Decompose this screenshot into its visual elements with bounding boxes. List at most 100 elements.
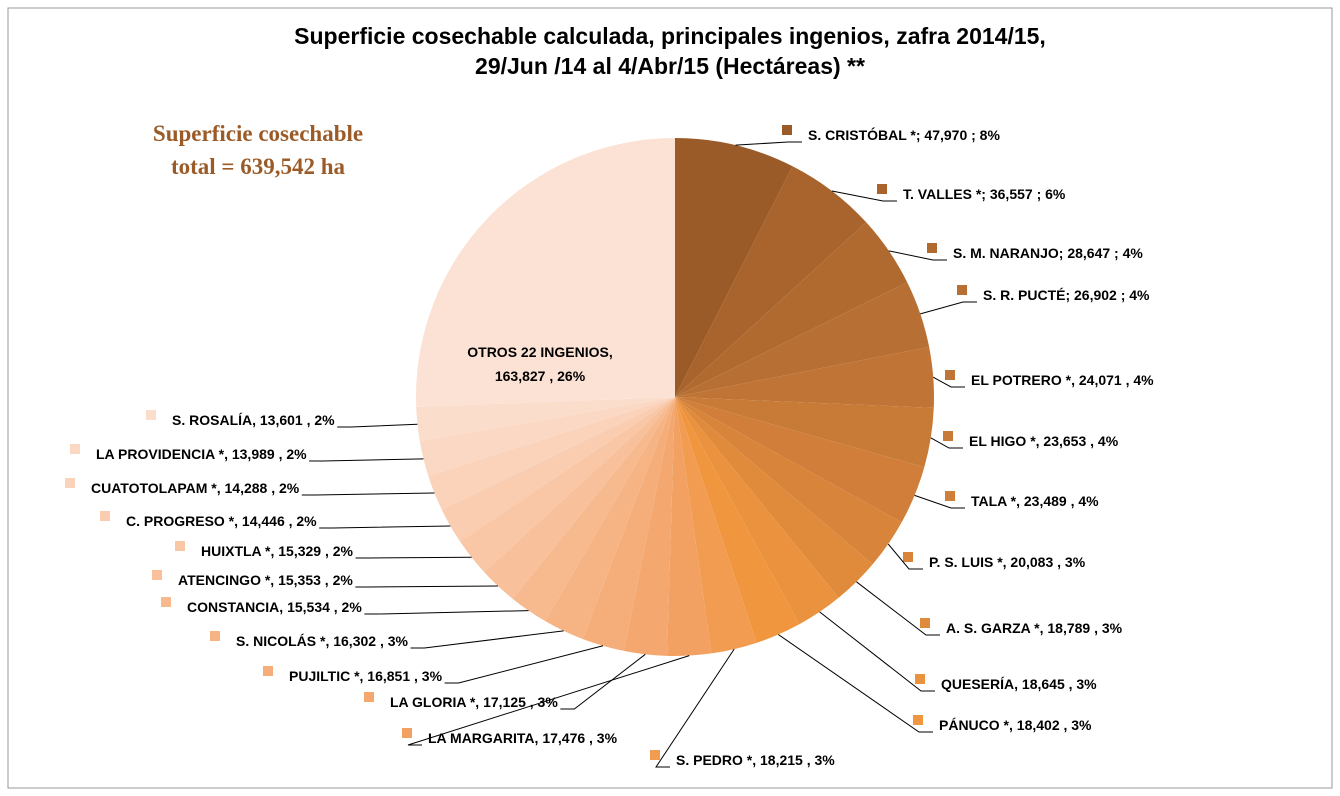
legend-swatch — [957, 285, 967, 295]
pie-slice — [545, 397, 675, 639]
slice-label: C. PROGRESO *, 14,446 , 2% — [126, 513, 317, 529]
legend-swatch — [175, 541, 185, 551]
slice-label: S. NICOLÁS *, 16,302 , 3% — [236, 633, 409, 649]
legend-swatch — [210, 631, 220, 641]
slice-label: T. VALLES *; 36,557 ; 6% — [903, 186, 1066, 202]
pie-slice — [675, 397, 800, 643]
slice-label: S. R. PUCTÉ; 26,902 ; 4% — [983, 287, 1150, 303]
slice-label: PÁNUCO *, 18,402 , 3% — [939, 717, 1092, 733]
slice-label: OTROS 22 INGENIOS, 163,827 , 26% — [467, 344, 613, 384]
pie-slice — [675, 397, 839, 625]
pie-slice — [484, 397, 675, 599]
leader-line — [410, 630, 564, 649]
pie-slice — [582, 397, 675, 651]
pie-slice — [416, 138, 675, 408]
leader-line — [301, 492, 435, 496]
leader-line — [355, 585, 498, 588]
leader-line — [355, 556, 472, 559]
leader-line — [930, 437, 963, 449]
leader-line — [337, 423, 418, 428]
legend-swatch — [152, 570, 162, 580]
annotation: total = 639,542 ha — [171, 154, 346, 179]
legend-swatch — [915, 674, 925, 684]
slice-label: S. M. NARANJO; 28,647 ; 4% — [953, 245, 1143, 261]
pie-slice — [675, 222, 908, 397]
leader-line — [914, 494, 965, 509]
pie-slice — [416, 397, 675, 442]
slice-label: TALA *, 23,489 , 4% — [971, 493, 1099, 509]
legend-swatch — [782, 125, 792, 135]
leader-line — [319, 525, 451, 529]
slice-label: PUJILTIC *, 16,851 , 3% — [289, 668, 443, 684]
leader-line — [309, 458, 424, 462]
legend-swatch — [263, 666, 273, 676]
legend-swatch — [903, 552, 913, 562]
legend-swatch — [100, 511, 110, 521]
slice-label: LA MARGARITA, 17,476 , 3% — [428, 730, 618, 746]
slice-label: S. PEDRO *, 18,215 , 3% — [676, 752, 835, 768]
slice-label: CUATOTOLAPAM *, 14,288 , 2% — [91, 480, 300, 496]
legend-swatch — [650, 750, 660, 760]
slice-label: EL POTRERO *, 24,071 , 4% — [971, 372, 1154, 388]
legend-swatch — [402, 728, 412, 738]
legend-swatch — [945, 491, 955, 501]
pie-slice — [623, 397, 675, 656]
pie-slice — [419, 397, 675, 476]
legend-swatch — [920, 618, 930, 628]
slice-label: A. S. GARZA *, 18,789 , 3% — [946, 620, 1123, 636]
slice-label: ATENCINGO *, 15,353 , 2% — [178, 572, 353, 588]
legend-swatch — [161, 597, 171, 607]
leader-line — [364, 610, 529, 615]
legend-swatch — [146, 410, 156, 420]
pie-slice — [675, 138, 793, 397]
slice-label: QUESERÍA, 18,645 , 3% — [941, 676, 1097, 692]
pie-slice — [667, 397, 712, 657]
slice-label: LA PROVIDENCIA *, 13,989 , 2% — [96, 446, 307, 462]
legend-swatch — [943, 431, 953, 441]
leader-line — [560, 653, 646, 710]
leader-line — [778, 634, 933, 733]
leader-line — [920, 301, 977, 315]
annotation: Superficie cosechable — [153, 121, 363, 146]
chart-title: Superficie cosechable calculada, princip… — [294, 23, 1046, 49]
pie-slice — [675, 346, 934, 408]
leader-line — [819, 611, 935, 692]
pie-slice — [512, 397, 675, 622]
leader-line — [888, 250, 947, 261]
pie-slice — [675, 397, 873, 598]
leader-line — [856, 581, 940, 636]
legend-swatch — [913, 715, 923, 725]
slice-label: P. S. LUIS *, 20,083 , 3% — [929, 554, 1086, 570]
pie-slice — [675, 397, 902, 565]
leader-line — [655, 648, 735, 768]
legend-swatch — [364, 692, 374, 702]
leader-line — [887, 543, 923, 570]
leader-line — [831, 190, 897, 202]
pie-slice — [675, 397, 757, 654]
pie-slice — [675, 282, 930, 397]
pie-slice — [675, 397, 934, 468]
legend-swatch — [70, 444, 80, 454]
leader-line — [444, 645, 604, 684]
pie-slice — [441, 397, 675, 542]
pie-slice — [460, 397, 675, 573]
slice-label: CONSTANCIA, 15,534 , 2% — [187, 599, 362, 615]
leader-line — [735, 141, 802, 146]
slice-label: EL HIGO *, 23,653 , 4% — [969, 433, 1119, 449]
slice-label: S. CRISTÓBAL *; 47,970 ; 8% — [808, 126, 1000, 143]
pie-slice — [428, 397, 675, 510]
slice-label: HUIXTLA *, 15,329 , 2% — [201, 543, 354, 559]
pie-slice — [675, 397, 925, 523]
legend-swatch — [877, 184, 887, 194]
leader-line — [933, 376, 965, 388]
legend-swatch — [945, 370, 955, 380]
pie-slice — [675, 166, 867, 397]
slice-label: LA GLORIA *, 17,125 , 3% — [390, 694, 558, 710]
leader-line — [407, 655, 690, 746]
slice-label: S. ROSALÍA, 13,601 , 2% — [172, 412, 335, 428]
chart-title: 29/Jun /14 al 4/Abr/15 (Hectáreas) ** — [475, 53, 865, 79]
legend-swatch — [927, 243, 937, 253]
legend-swatch — [65, 478, 75, 488]
